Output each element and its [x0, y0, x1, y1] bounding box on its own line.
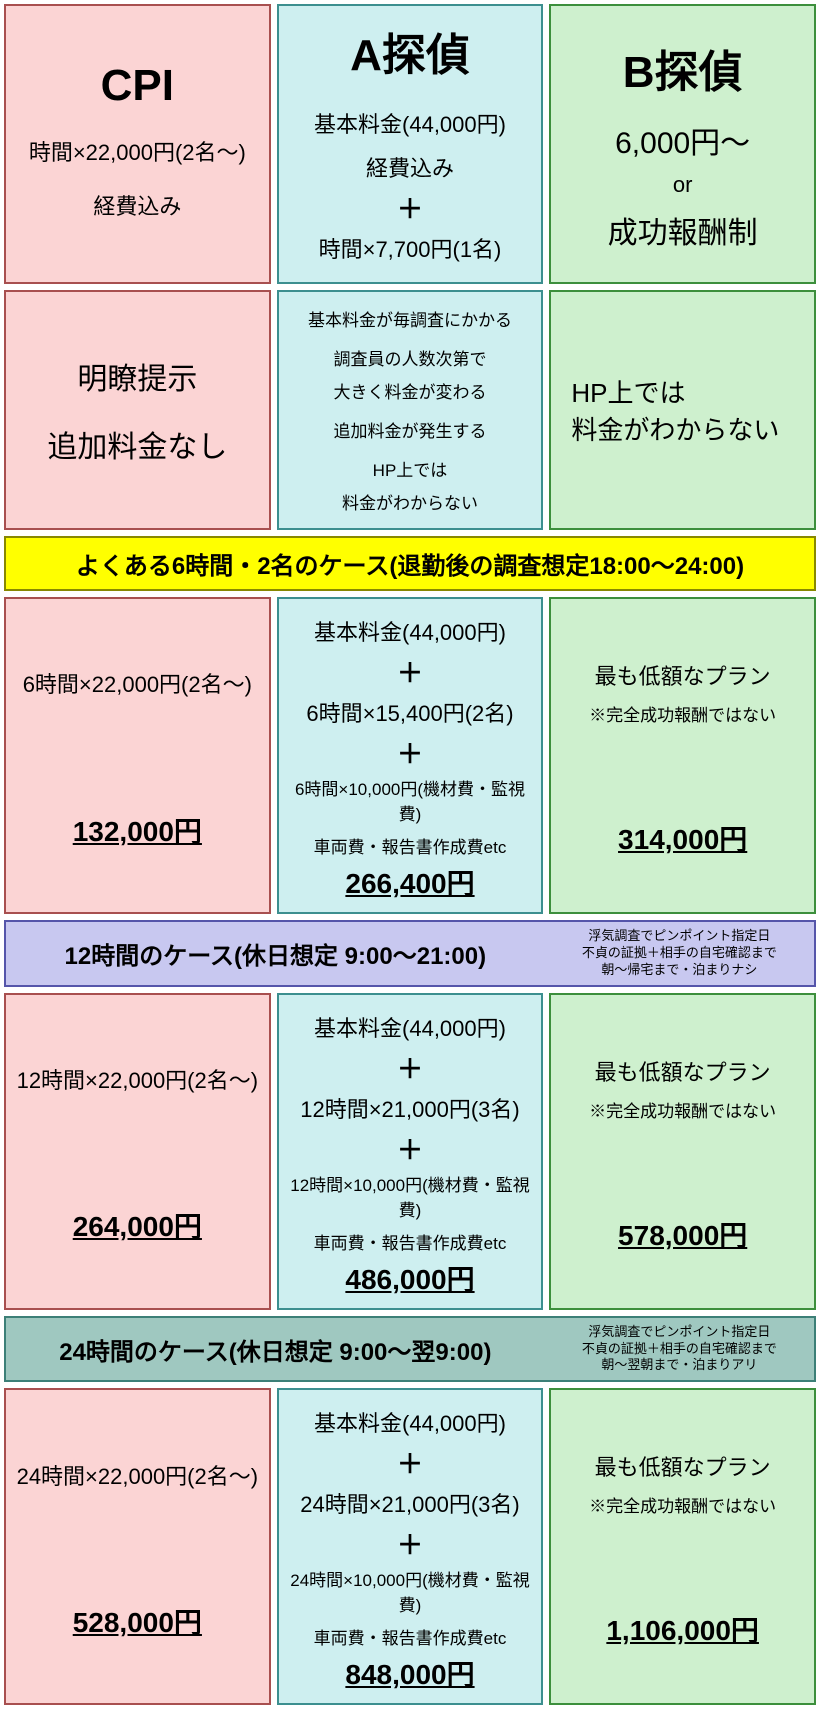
- banner-6h: よくある6時間・2名のケース(退勤後の調査想定18:00～24:00): [4, 536, 816, 591]
- cpi-clarity: 明瞭提示 追加料金なし: [4, 290, 271, 530]
- a-issues: 基本料金が毎調査にかかる 調査員の人数次第で 大きく料金が変わる 追加料金が発生…: [277, 290, 544, 530]
- c6a-p2: ＋: [289, 734, 532, 771]
- c24b-l2: ※完全成功報酬ではない: [561, 1492, 804, 1517]
- c12a-l3: 12時間×10,000円(機材費・監視費): [289, 1171, 532, 1221]
- col2-title: A探偵: [289, 19, 532, 83]
- a-issue4b: 料金がわからない: [289, 489, 532, 514]
- c12a-p1: ＋: [289, 1049, 532, 1086]
- c6a-p1: ＋: [289, 653, 532, 690]
- b-or: or: [561, 172, 804, 198]
- a-plus: ＋: [289, 189, 532, 226]
- c24a-l2: 24時間×21,000円(3名): [289, 1487, 532, 1519]
- c6a-l4: 車両費・報告書作成費etc: [289, 833, 532, 858]
- banner-12h: 12時間のケース(休日想定 9:00～21:00) 浮気調査でピンポイント指定日…: [4, 920, 816, 987]
- c12b-l2: ※完全成功報酬ではない: [561, 1097, 804, 1122]
- a-incl: 経費込み: [289, 151, 532, 183]
- case6-b: 最も低額なプラン ※完全成功報酬ではない 314,000円: [549, 597, 816, 914]
- b-unknown: HP上では 料金がわからない: [549, 290, 816, 530]
- case12-b: 最も低額なプラン ※完全成功報酬ではない 578,000円: [549, 993, 816, 1310]
- b24-n1: 浮気調査でピンポイント指定日: [551, 1324, 808, 1341]
- c24a-l4: 車両費・報告書作成費etc: [289, 1624, 532, 1649]
- a-rate: 時間×7,700円(1名): [289, 232, 532, 264]
- cpi-incl: 経費込み: [16, 189, 259, 221]
- c12a-l4: 車両費・報告書作成費etc: [289, 1229, 532, 1254]
- b24-n3: 朝～翌朝まで・泊まりアリ: [551, 1357, 808, 1374]
- c24cpi-calc: 24時間×22,000円(2名～): [16, 1459, 259, 1491]
- c6a-l2: 6時間×15,400円(2名): [289, 696, 532, 728]
- c12a-l1: 基本料金(44,000円): [289, 1011, 532, 1043]
- case24-a: 基本料金(44,000円) ＋ 24時間×21,000円(3名) ＋ 24時間×…: [277, 1388, 544, 1705]
- c6b-l2: ※完全成功報酬ではない: [561, 701, 804, 726]
- b24-n2: 不貞の証拠＋相手の自宅確認まで: [551, 1341, 808, 1358]
- c24a-p2: ＋: [289, 1525, 532, 1562]
- c6a-l3: 6時間×10,000円(機材費・監視費): [289, 775, 532, 825]
- banner-24h: 24時間のケース(休日想定 9:00～翌9:00) 浮気調査でピンポイント指定日…: [4, 1316, 816, 1383]
- case6-a: 基本料金(44,000円) ＋ 6時間×15,400円(2名) ＋ 6時間×10…: [277, 597, 544, 914]
- b12-n3: 朝～帰宅まで・泊まりナシ: [551, 962, 808, 979]
- c6b-price: 314,000円: [561, 818, 804, 858]
- c6b-l1: 最も低額なプラン: [561, 659, 804, 691]
- cpi-rate: 時間×22,000円(2名～): [16, 135, 259, 167]
- case12-a: 基本料金(44,000円) ＋ 12時間×21,000円(3名) ＋ 12時間×…: [277, 993, 544, 1310]
- c12cpi-price: 264,000円: [16, 1205, 259, 1245]
- c12a-price: 486,000円: [289, 1258, 532, 1298]
- a-base: 基本料金(44,000円): [289, 107, 532, 139]
- banner-12h-notes: 浮気調査でピンポイント指定日 不貞の証拠＋相手の自宅確認まで 朝～帰宅まで・泊ま…: [545, 922, 814, 985]
- banner-24h-notes: 浮気調査でピンポイント指定日 不貞の証拠＋相手の自宅確認まで 朝～翌朝まで・泊ま…: [545, 1318, 814, 1381]
- no-extra: 追加料金なし: [16, 422, 259, 466]
- b-hp1: HP上では: [571, 373, 804, 410]
- banner-24h-title: 24時間のケース(休日想定 9:00～翌9:00): [6, 1318, 545, 1381]
- c24cpi-price: 528,000円: [16, 1601, 259, 1641]
- case24-b: 最も低額なプラン ※完全成功報酬ではない 1,106,000円: [549, 1388, 816, 1705]
- b12-n2: 不貞の証拠＋相手の自宅確認まで: [551, 945, 808, 962]
- a-issue2b: 大きく料金が変わる: [289, 378, 532, 403]
- c6a-price: 266,400円: [289, 862, 532, 902]
- a-issue3: 追加料金が発生する: [289, 417, 532, 442]
- header-cpi: CPI 時間×22,000円(2名～) 経費込み: [4, 4, 271, 284]
- clear-present: 明瞭提示: [16, 354, 259, 398]
- case6-cpi: 6時間×22,000円(2名～) 132,000円: [4, 597, 271, 914]
- b12-n1: 浮気調査でピンポイント指定日: [551, 928, 808, 945]
- case6-cpi-calc: 6時間×22,000円(2名～): [16, 667, 259, 699]
- case24-cpi: 24時間×22,000円(2名～) 528,000円: [4, 1388, 271, 1705]
- c6a-l1: 基本料金(44,000円): [289, 615, 532, 647]
- a-issue2a: 調査員の人数次第で: [289, 345, 532, 370]
- c12b-price: 578,000円: [561, 1214, 804, 1254]
- b-rate: 6,000円～: [561, 118, 804, 162]
- header-b: B探偵 6,000円～ or 成功報酬制: [549, 4, 816, 284]
- banner-12h-title: 12時間のケース(休日想定 9:00～21:00): [6, 922, 545, 985]
- case6-cpi-price: 132,000円: [16, 810, 259, 850]
- c24b-l1: 最も低額なプラン: [561, 1450, 804, 1482]
- col3-title: B探偵: [561, 36, 804, 100]
- comparison-grid: CPI 時間×22,000円(2名～) 経費込み A探偵 基本料金(44,000…: [0, 0, 820, 1709]
- c24a-l3: 24時間×10,000円(機材費・監視費): [289, 1566, 532, 1616]
- c12a-p2: ＋: [289, 1130, 532, 1167]
- c24a-p1: ＋: [289, 1444, 532, 1481]
- b-success: 成功報酬制: [561, 208, 804, 252]
- c12a-l2: 12時間×21,000円(3名): [289, 1092, 532, 1124]
- case12-cpi: 12時間×22,000円(2名～) 264,000円: [4, 993, 271, 1310]
- header-a: A探偵 基本料金(44,000円) 経費込み ＋ 時間×7,700円(1名): [277, 4, 544, 284]
- a-issue1: 基本料金が毎調査にかかる: [289, 306, 532, 331]
- c12cpi-calc: 12時間×22,000円(2名～): [16, 1063, 259, 1095]
- c24b-price: 1,106,000円: [561, 1609, 804, 1649]
- c12b-l1: 最も低額なプラン: [561, 1055, 804, 1087]
- a-issue4a: HP上では: [289, 456, 532, 481]
- c24a-price: 848,000円: [289, 1653, 532, 1693]
- col1-title: CPI: [16, 61, 259, 111]
- b-hp2: 料金がわからない: [571, 410, 804, 447]
- c24a-l1: 基本料金(44,000円): [289, 1406, 532, 1438]
